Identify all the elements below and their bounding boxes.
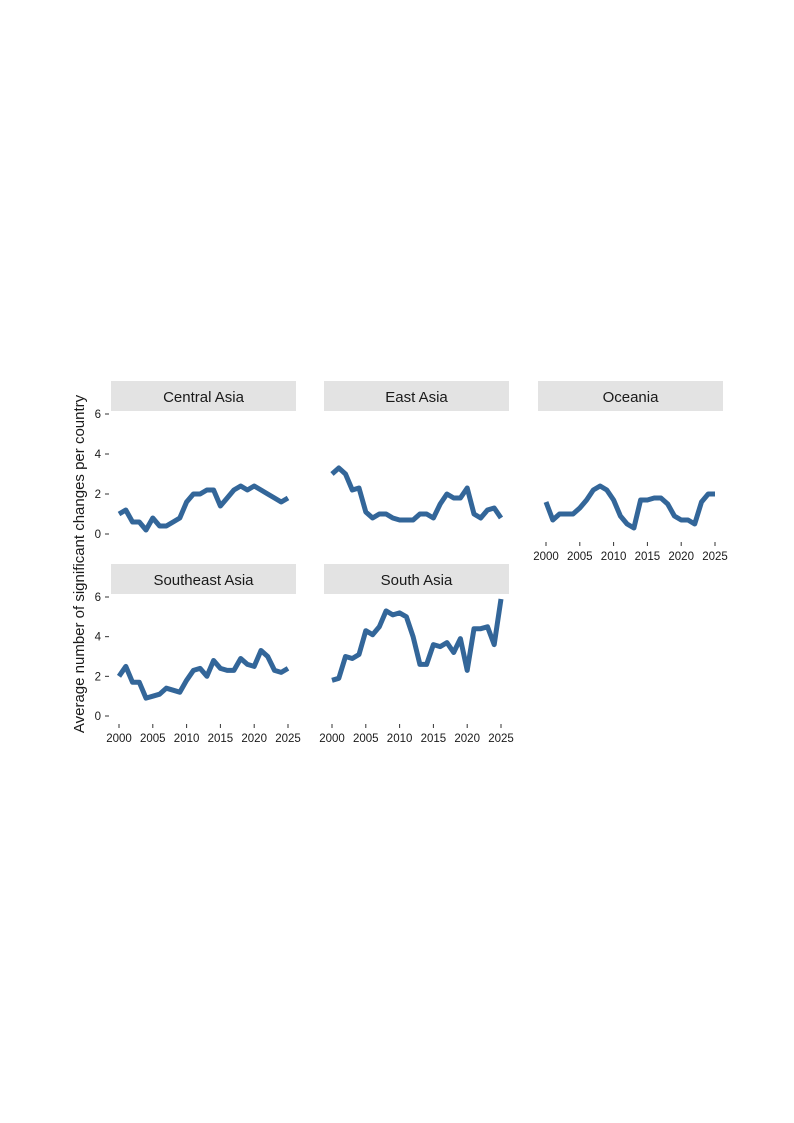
series-line xyxy=(117,483,290,533)
y-axis-title: Average number of significant changes pe… xyxy=(71,394,88,733)
x-tick-label: 2010 xyxy=(174,733,200,745)
x-tick-label: 2000 xyxy=(533,551,559,563)
x-tick-label: 2010 xyxy=(387,733,413,745)
y-tick-label: 2 xyxy=(95,671,101,683)
x-tick-label: 2005 xyxy=(353,733,379,745)
y-tick-label: 4 xyxy=(95,632,102,644)
panel-south-asia: South Asia 2000 2005 2010 2015 2020 2025 xyxy=(319,564,514,745)
x-tick-label: 2000 xyxy=(319,733,345,745)
x-tick-label: 2025 xyxy=(275,733,301,745)
facet-strip-label: Central Asia xyxy=(163,389,245,406)
facet-strip xyxy=(324,381,509,411)
y-tick-label: 6 xyxy=(95,592,101,604)
x-tick-label: 2000 xyxy=(106,733,132,745)
x-tick-label: 2015 xyxy=(635,551,661,563)
facet-strip-label: Oceania xyxy=(603,389,660,406)
series-line xyxy=(331,598,504,683)
series-line xyxy=(116,648,290,701)
x-tick-label: 2010 xyxy=(601,551,627,563)
facet-strip xyxy=(111,381,296,411)
panel-central-asia: Central Asia 0 2 4 6 xyxy=(95,381,296,541)
facet-strip xyxy=(111,564,296,594)
y-tick-label: 0 xyxy=(95,529,101,541)
facet-strip-label: Southeast Asia xyxy=(153,572,254,589)
facet-strip xyxy=(324,564,509,594)
panel-east-asia: East Asia xyxy=(324,381,509,523)
panel-oceania: Oceania 2000 2005 2010 2015 2020 2025 xyxy=(533,381,728,563)
x-tick-label: 2020 xyxy=(668,551,694,563)
panel-southeast-asia: Southeast Asia 0 2 4 6 2000 2005 2010 2015 2020 20… xyxy=(95,564,301,745)
facet-strip-label: South Asia xyxy=(381,572,453,589)
facet-strip-label: East Asia xyxy=(385,389,448,406)
x-tick-label: 2005 xyxy=(140,733,166,745)
x-tick-label: 2025 xyxy=(702,551,728,563)
y-tick-label: 4 xyxy=(95,449,102,461)
x-tick-label: 2015 xyxy=(208,733,234,745)
series-line xyxy=(543,483,715,531)
x-tick-label: 2005 xyxy=(567,551,593,563)
x-tick-label: 2015 xyxy=(421,733,447,745)
y-tick-label: 0 xyxy=(95,711,101,723)
x-tick-label: 2020 xyxy=(241,733,267,745)
facet-strip xyxy=(538,381,723,411)
y-tick-label: 6 xyxy=(95,409,101,421)
series-line xyxy=(330,465,504,523)
y-tick-label: 2 xyxy=(95,489,101,501)
x-tick-label: 2020 xyxy=(454,733,480,745)
x-tick-label: 2025 xyxy=(488,733,514,745)
